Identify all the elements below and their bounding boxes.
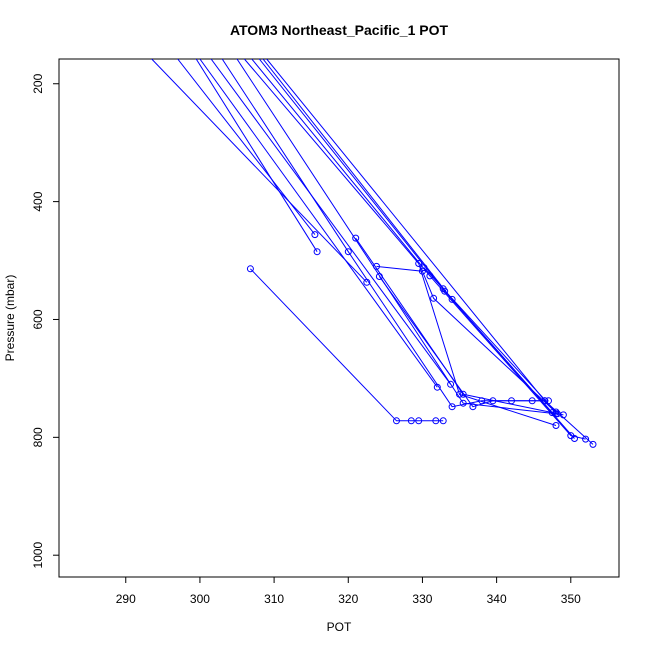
data-point — [375, 273, 383, 280]
series-line-14 — [355, 237, 564, 416]
series-line-13 — [250, 268, 444, 422]
x-tick-label: 310 — [264, 592, 284, 606]
data-point — [447, 380, 455, 388]
data-point — [246, 265, 254, 273]
series-line-7 — [236, 59, 557, 415]
x-tick-label: 290 — [116, 592, 136, 606]
data-point — [528, 397, 536, 405]
series-line-15 — [376, 265, 558, 415]
series-line-3 — [195, 59, 318, 252]
plot-frame — [58, 58, 620, 578]
series-line-16 — [378, 276, 545, 408]
series-line-8 — [244, 59, 557, 426]
data-point — [448, 403, 456, 411]
data-point — [430, 294, 438, 302]
data-point — [459, 399, 467, 407]
data-point — [469, 403, 477, 411]
series-line-1 — [151, 59, 368, 283]
series-line-9 — [251, 59, 586, 440]
data-point — [459, 390, 467, 398]
series-line-4 — [199, 59, 438, 388]
y-tick-label: 800 — [31, 427, 45, 447]
x-axis: 290 300 310 320 330 340 350 — [116, 577, 581, 606]
series-layer — [151, 59, 597, 448]
data-point — [432, 417, 440, 425]
data-point — [439, 417, 447, 425]
series-line-17 — [423, 267, 557, 413]
series-line-2 — [177, 59, 316, 235]
data-point — [393, 417, 400, 425]
data-point — [352, 234, 360, 242]
data-point — [415, 260, 423, 267]
x-tick-label: 350 — [561, 592, 581, 606]
data-point — [420, 264, 428, 272]
data-point — [552, 422, 560, 429]
data-point — [313, 248, 321, 256]
y-tick-label: 400 — [31, 191, 45, 211]
data-point — [344, 248, 352, 256]
x-tick-label: 300 — [190, 592, 210, 606]
chart-title: ATOM3 Northeast_Pacific_1 POT — [230, 22, 449, 38]
data-point — [589, 440, 597, 448]
y-axis-label: Pressure (mbar) — [3, 275, 17, 362]
data-point — [415, 417, 423, 425]
data-point — [448, 295, 456, 303]
data-point — [456, 390, 463, 398]
x-tick-label: 320 — [338, 592, 358, 606]
data-point — [489, 397, 497, 405]
y-tick-label: 1000 — [31, 542, 45, 569]
y-axis: 200 400 600 800 1000 — [31, 73, 59, 569]
data-point — [552, 408, 560, 416]
data-point — [439, 285, 447, 293]
data-point — [541, 397, 549, 405]
data-point — [407, 417, 415, 425]
y-tick-label: 600 — [31, 309, 45, 329]
x-tick-label: 330 — [412, 592, 432, 606]
data-point — [582, 435, 590, 443]
series-line-5 — [210, 59, 452, 385]
x-axis-label: POT — [327, 620, 352, 634]
data-point — [373, 262, 380, 270]
y-tick-label: 200 — [31, 73, 45, 93]
data-point — [311, 231, 319, 239]
x-tick-label: 340 — [487, 592, 507, 606]
data-point — [553, 410, 561, 418]
data-point — [571, 435, 578, 442]
data-point — [418, 267, 426, 275]
